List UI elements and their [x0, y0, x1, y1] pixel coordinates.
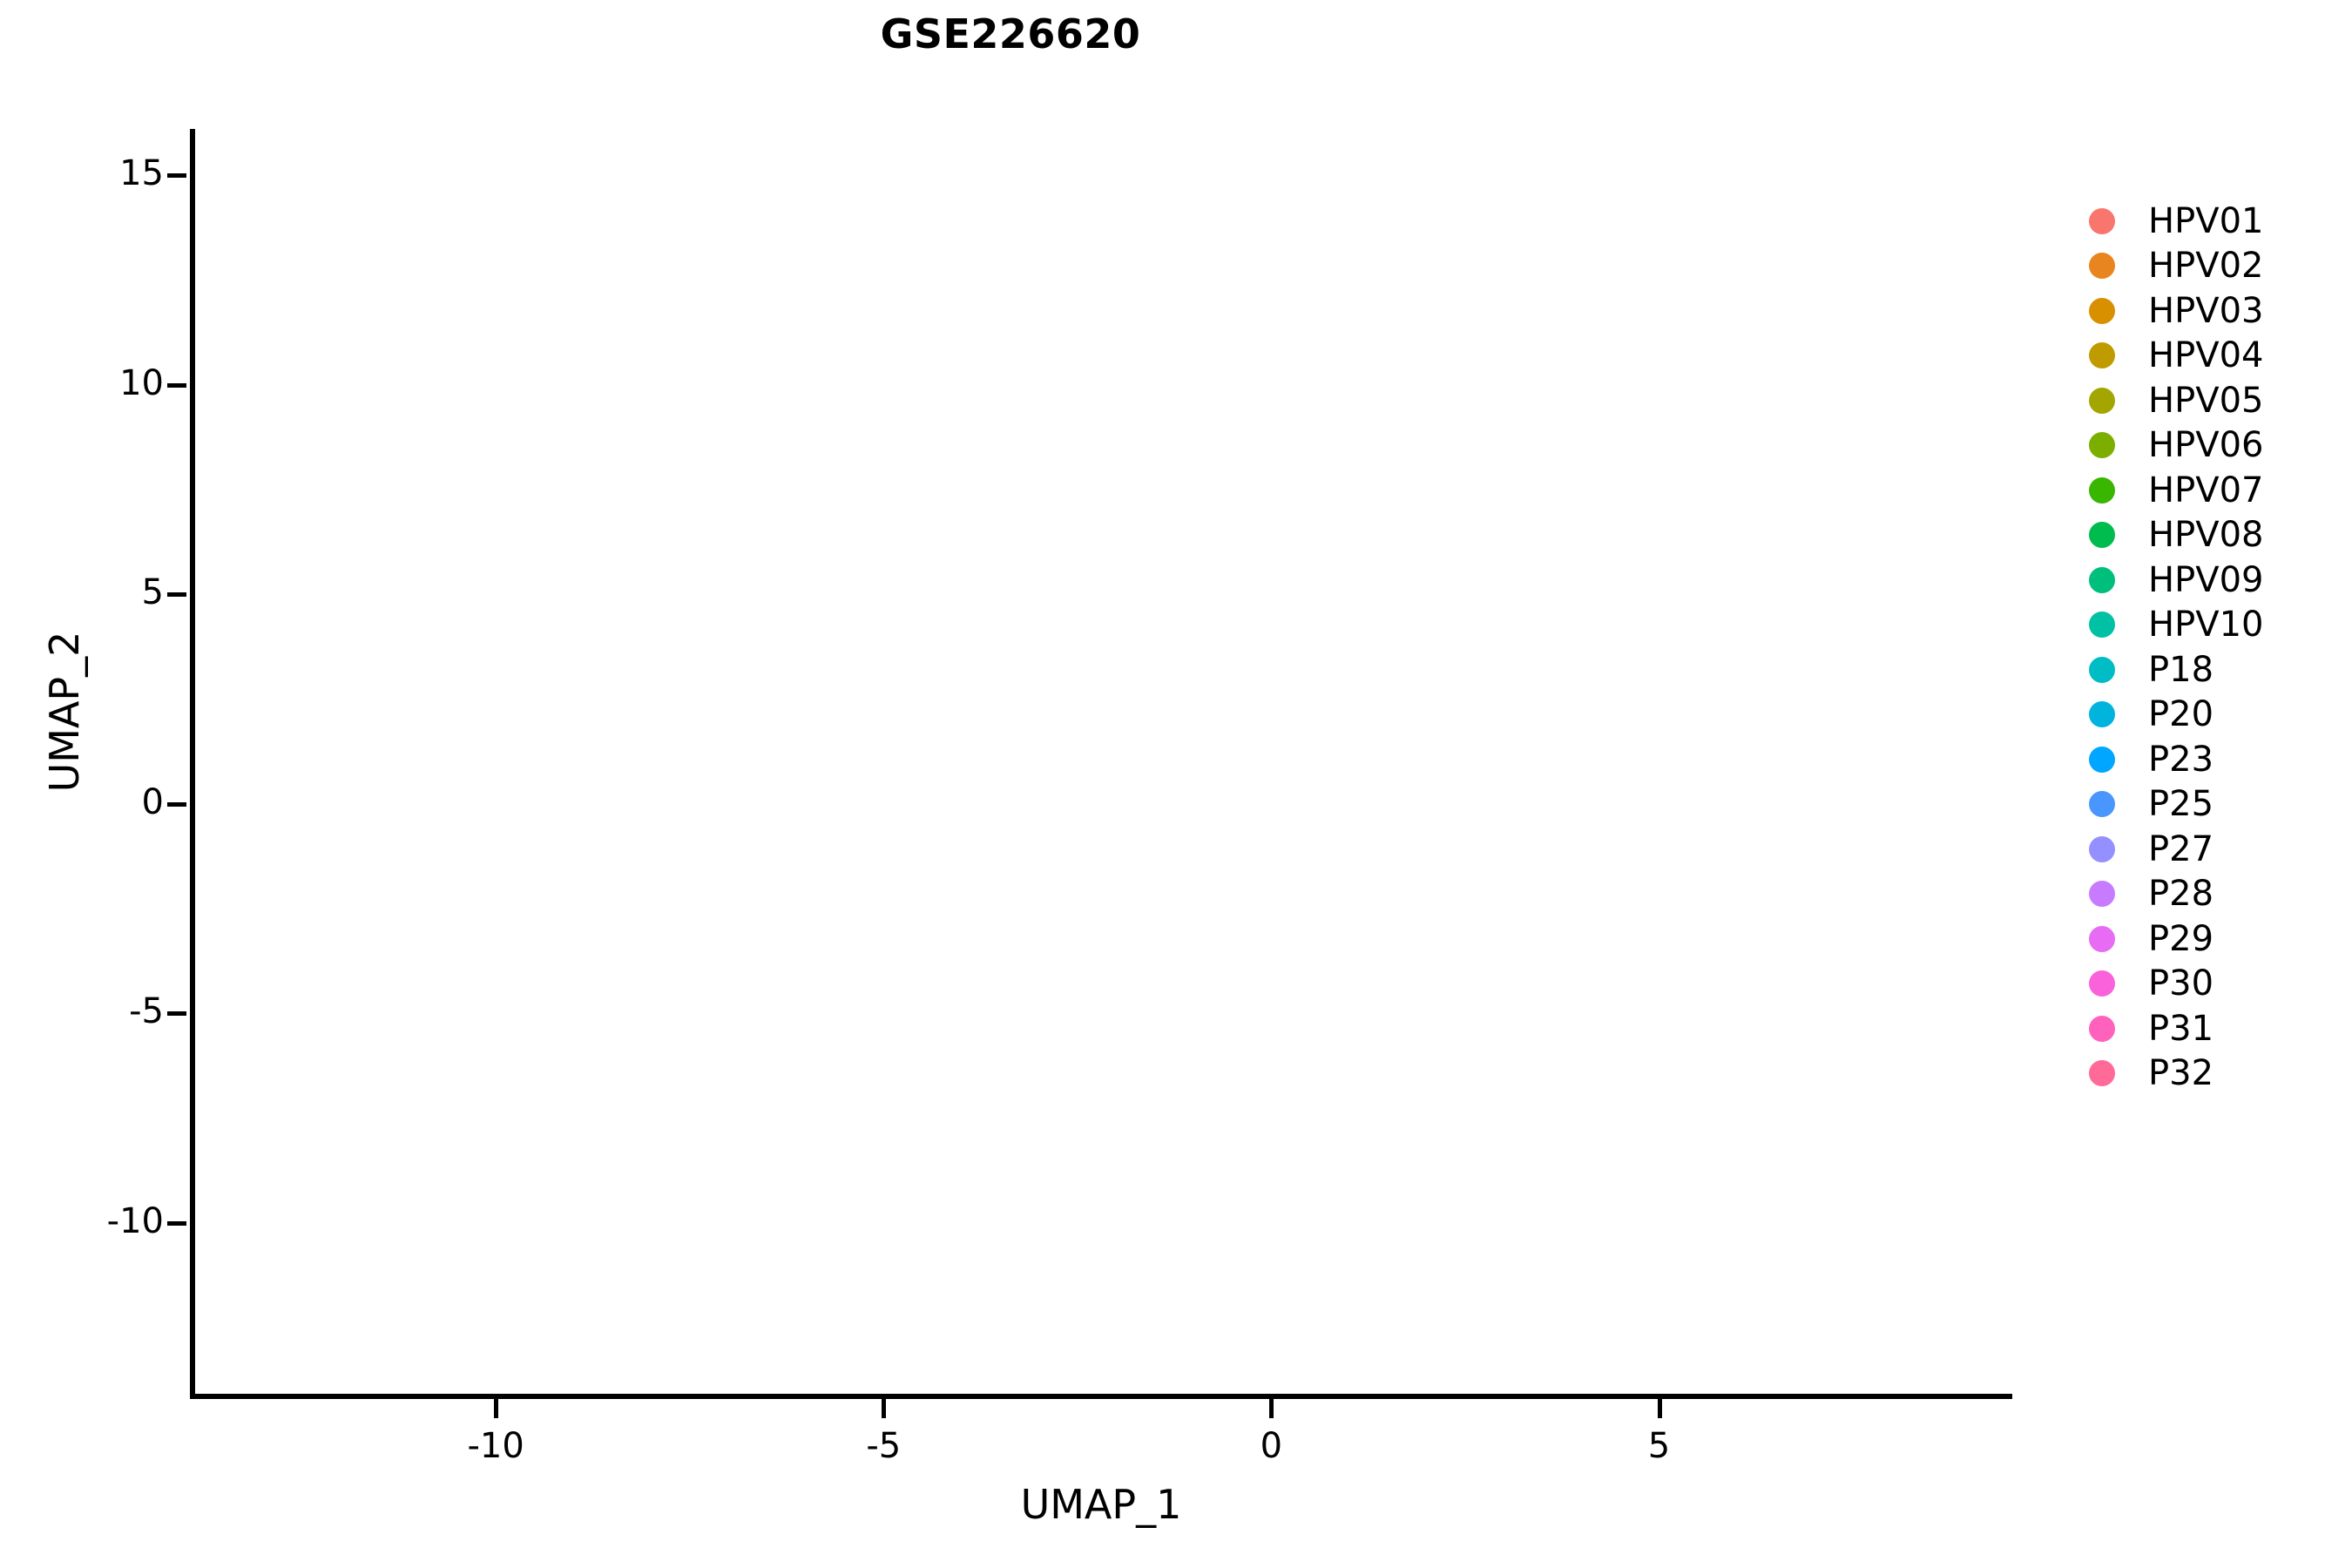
- legend-item-label: P29: [2148, 918, 2214, 959]
- legend-item-p27[interactable]: P27: [2089, 827, 2263, 872]
- y-tick-label: -10: [106, 1200, 164, 1241]
- legend-swatch-icon: [2089, 612, 2115, 639]
- legend-swatch-icon: [2089, 881, 2115, 908]
- legend-item-hpv10[interactable]: HPV10: [2089, 603, 2263, 648]
- y-tick-mark: [167, 382, 186, 388]
- legend-swatch-icon: [2089, 522, 2115, 549]
- legend-item-p32[interactable]: P32: [2089, 1051, 2263, 1097]
- x-tick-label: 5: [1647, 1426, 1671, 1466]
- legend-swatch-icon: [2089, 566, 2115, 593]
- legend-item-label: P20: [2148, 694, 2214, 735]
- legend-item-label: HPV08: [2148, 515, 2264, 556]
- legend-item-hpv06[interactable]: HPV06: [2089, 423, 2263, 469]
- scatter-plot-canvas: [193, 129, 2016, 1399]
- legend-item-hpv04[interactable]: HPV04: [2089, 334, 2263, 379]
- legend-item-p28[interactable]: P28: [2089, 872, 2263, 917]
- y-tick-mark: [167, 1220, 186, 1226]
- legend-item-p29[interactable]: P29: [2089, 916, 2263, 962]
- legend-swatch-icon: [2089, 701, 2115, 728]
- legend-swatch-icon: [2089, 925, 2115, 952]
- legend-item-hpv09[interactable]: HPV09: [2089, 558, 2263, 603]
- legend-item-label: P25: [2148, 784, 2214, 825]
- legend-swatch-icon: [2089, 835, 2115, 862]
- legend-item-p25[interactable]: P25: [2089, 782, 2263, 828]
- x-tick-label: -5: [866, 1426, 902, 1466]
- legend-item-label: HPV01: [2148, 200, 2264, 241]
- legend-item-label: P27: [2148, 828, 2214, 869]
- legend-item-hpv08[interactable]: HPV08: [2089, 513, 2263, 558]
- legend-item-hpv03[interactable]: HPV03: [2089, 288, 2263, 334]
- y-tick-mark: [167, 592, 186, 598]
- legend-item-hpv05[interactable]: HPV05: [2089, 378, 2263, 423]
- legend-item-label: HPV03: [2148, 290, 2264, 331]
- page-title: GSE226620: [880, 10, 1141, 57]
- x-axis-title: UMAP_1: [1020, 1481, 1182, 1528]
- x-tick-mark: [494, 1399, 499, 1418]
- legend-item-label: P23: [2148, 739, 2214, 780]
- y-tick-mark: [167, 1011, 186, 1017]
- legend-swatch-icon: [2089, 476, 2115, 504]
- legend-swatch-icon: [2089, 297, 2115, 324]
- y-axis-spine: [190, 129, 195, 1399]
- legend-swatch-icon: [2089, 970, 2115, 997]
- legend-item-label: P32: [2148, 1053, 2214, 1094]
- legend-swatch-icon: [2089, 791, 2115, 818]
- y-tick-label: 5: [141, 572, 164, 613]
- legend-swatch-icon: [2089, 207, 2115, 234]
- legend-item-p30[interactable]: P30: [2089, 962, 2263, 1007]
- legend-item-label: HPV04: [2148, 335, 2264, 376]
- y-tick-label: 15: [119, 152, 164, 193]
- x-tick-label: 0: [1260, 1426, 1283, 1466]
- legend-item-label: HPV07: [2148, 470, 2264, 510]
- y-tick-label: -5: [129, 991, 164, 1032]
- legend-swatch-icon: [2089, 342, 2115, 369]
- legend-swatch-icon: [2089, 1015, 2115, 1042]
- x-axis-spine: [190, 1394, 2012, 1399]
- legend-item-label: P28: [2148, 874, 2214, 915]
- y-tick-label: 0: [141, 781, 164, 822]
- y-axis-title: UMAP_2: [41, 631, 88, 793]
- legend-swatch-icon: [2089, 656, 2115, 683]
- legend-item-p23[interactable]: P23: [2089, 737, 2263, 782]
- legend-item-label: HPV09: [2148, 559, 2264, 600]
- legend-item-label: P18: [2148, 649, 2214, 690]
- legend-item-hpv07[interactable]: HPV07: [2089, 468, 2263, 513]
- x-tick-label: -10: [467, 1426, 524, 1466]
- legend: HPV01 HPV02 HPV03 HPV04 HPV05 HPV06 HPV07 HPV08…: [2089, 199, 2263, 1096]
- legend-item-p20[interactable]: P20: [2089, 693, 2263, 738]
- legend-item-hpv01[interactable]: HPV01: [2089, 199, 2263, 244]
- legend-item-hpv02[interactable]: HPV02: [2089, 244, 2263, 289]
- legend-item-label: P30: [2148, 963, 2214, 1004]
- legend-item-label: HPV05: [2148, 380, 2264, 421]
- x-tick-mark: [882, 1399, 887, 1418]
- legend-item-label: HPV02: [2148, 246, 2264, 287]
- x-tick-mark: [1657, 1399, 1662, 1418]
- x-tick-mark: [1269, 1399, 1274, 1418]
- legend-item-label: HPV06: [2148, 425, 2264, 466]
- legend-swatch-icon: [2089, 432, 2115, 459]
- legend-swatch-icon: [2089, 253, 2115, 280]
- legend-item-label: P31: [2148, 1008, 2214, 1049]
- legend-swatch-icon: [2089, 1060, 2115, 1087]
- legend-item-p31[interactable]: P31: [2089, 1006, 2263, 1051]
- y-tick-mark: [167, 172, 186, 178]
- y-tick-label: 10: [119, 362, 164, 403]
- y-tick-mark: [167, 801, 186, 807]
- legend-swatch-icon: [2089, 387, 2115, 414]
- legend-swatch-icon: [2089, 746, 2115, 773]
- legend-item-label: HPV10: [2148, 605, 2264, 645]
- legend-item-p18[interactable]: P18: [2089, 647, 2263, 693]
